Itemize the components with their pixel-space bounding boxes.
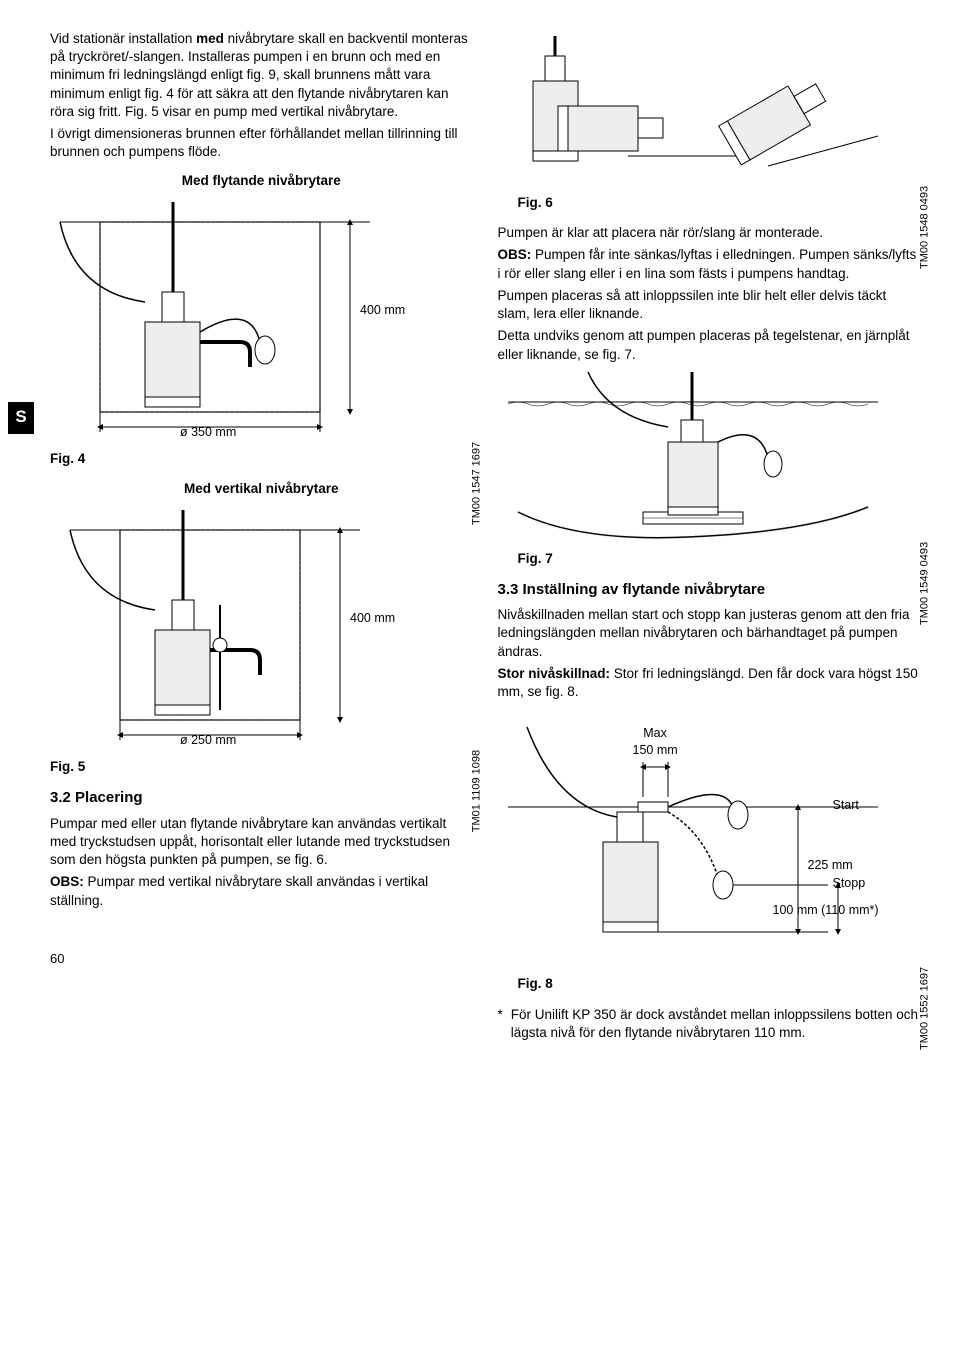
s33-p1: Nivåskillnaden mellan start och stopp ka… — [498, 606, 921, 661]
language-tab: S — [8, 402, 34, 434]
after6-p2: Pumpen placeras så att inloppssilen inte… — [498, 287, 921, 323]
section-3-3-heading: 3.3 Inställning av flytande nivåbrytare — [498, 580, 921, 600]
fig4-dim-v: 400 mm — [360, 302, 405, 319]
page-number: 60 — [50, 950, 473, 968]
right-column: TM00 1548 0493 Fig. 6 Pumpen är klar att… — [498, 30, 921, 1042]
fig8-stopp: Stopp — [833, 875, 866, 892]
fig8-maxmm: 150 mm — [633, 743, 678, 757]
fig7-caption: Fig. 7 — [518, 550, 921, 568]
fig5-caption: Fig. 5 — [50, 758, 473, 776]
intro-paragraph: Vid stationär installation med nivåbryta… — [50, 30, 473, 162]
footnote: * För Unilift KP 350 är dock avståndet m… — [498, 1006, 921, 1042]
fig4-title: Med flytande nivåbrytare — [50, 172, 473, 190]
s32-obs-b: OBS: — [50, 874, 84, 889]
fig6-box: TM00 1548 0493 — [498, 36, 921, 186]
fig5-diagram — [50, 510, 410, 750]
s33-p2a: Stor nivåskillnad: — [498, 666, 611, 681]
fig4-box: S — [50, 202, 473, 442]
fig5-box: 400 mm ø 250 mm TM01 1109 1098 — [50, 510, 473, 750]
fig8-start: Start — [833, 797, 859, 814]
fig4-diagram — [50, 202, 410, 442]
fig8-caption: Fig. 8 — [518, 975, 921, 993]
fig7-diagram — [498, 372, 888, 542]
fig6-caption: Fig. 6 — [518, 194, 921, 212]
fig5-dim-v: 400 mm — [350, 610, 395, 627]
page-layout: Vid stationär installation med nivåbryta… — [50, 30, 920, 1042]
s32-obs-t: Pumpar med vertikal nivåbrytare skall an… — [50, 874, 428, 907]
fig8-code: TM00 1552 1697 — [917, 967, 932, 1050]
fig8-100: 100 mm (110 mm*) — [773, 902, 879, 919]
fig5-title: Med vertikal nivåbrytare — [50, 480, 473, 498]
fig6-diagram — [498, 36, 888, 186]
fig7-code: TM00 1549 0493 — [917, 542, 932, 625]
fig5-dim-h: ø 250 mm — [180, 732, 236, 749]
fig8-max: Max — [643, 726, 667, 740]
fig8-box: Max 150 mm Start 225 mm Stopp 100 mm (11… — [498, 707, 921, 967]
fig5-code: TM01 1109 1098 — [470, 750, 485, 832]
after6-p3: Detta undviks genom att pumpen placeras … — [498, 327, 921, 363]
after6-p1: Pumpen är klar att placera när rör/slang… — [498, 224, 921, 242]
fig6-code: TM00 1548 0493 — [917, 186, 932, 269]
fig8-diagram — [498, 707, 888, 967]
fig7-box: TM00 1549 0493 — [498, 372, 921, 542]
intro-text-2: I övrigt dimensioneras brunnen efter för… — [50, 125, 473, 161]
intro-text-a: Vid stationär installation — [50, 31, 196, 46]
footnote-star: * — [498, 1006, 503, 1042]
s32-p1: Pumpar med eller utan flytande nivåbryta… — [50, 815, 473, 870]
footnote-text: För Unilift KP 350 är dock avståndet mel… — [511, 1006, 920, 1042]
after6-obs-b: OBS: — [498, 247, 532, 262]
left-column: Vid stationär installation med nivåbryta… — [50, 30, 473, 1042]
fig8-225: 225 mm — [808, 857, 853, 874]
fig4-dim-h: ø 350 mm — [180, 424, 236, 441]
section-3-2-heading: 3.2 Placering — [50, 788, 473, 808]
fig4-caption: Fig. 4 — [50, 450, 473, 468]
intro-bold-med: med — [196, 31, 224, 46]
after6-obs-t: Pumpen får inte sänkas/lyftas i ellednin… — [498, 247, 917, 280]
